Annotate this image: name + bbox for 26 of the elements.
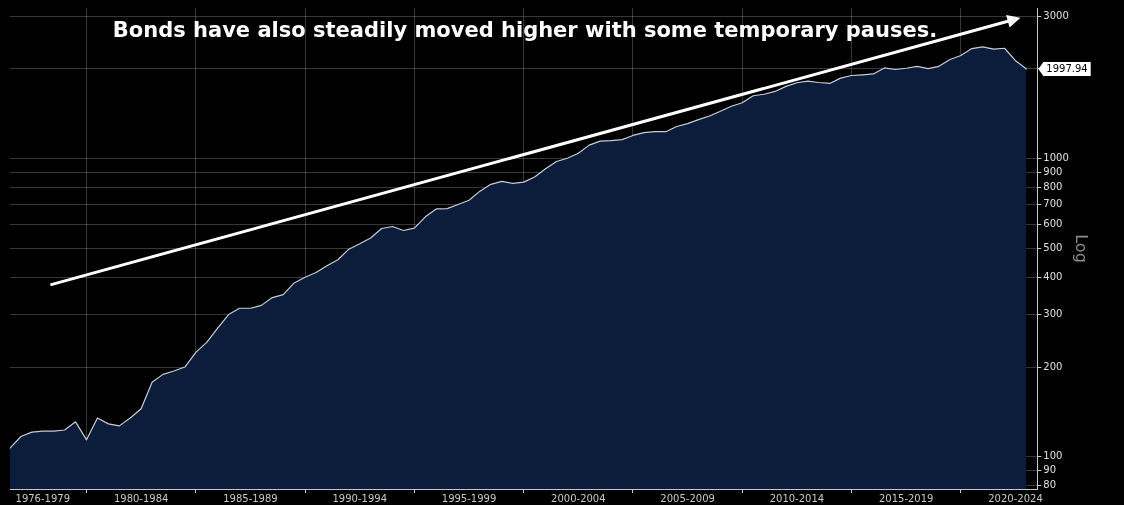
y-tick-label: 400	[1043, 270, 1063, 282]
x-tick-label: 1990-1994	[332, 492, 387, 504]
x-tick-label: 2015-2019	[878, 492, 934, 504]
y-axis-title: Log	[1072, 234, 1092, 263]
y-tick-label: 300	[1043, 308, 1063, 320]
x-tick-label: 1985-1989	[223, 492, 278, 504]
y-tick-label: 800	[1043, 181, 1063, 193]
y-tick-label: 100	[1043, 450, 1063, 462]
text: 1997.94	[1046, 62, 1088, 74]
x-tick-label: 1980-1984	[113, 492, 169, 504]
text: Bonds have also steadily moved higher with some temporary pauses.	[112, 18, 938, 43]
y-tick-label: 600	[1043, 218, 1063, 230]
y-tick-label: 90	[1043, 464, 1057, 476]
x-tick-label: 2020-2024	[988, 492, 1043, 504]
x-tick-label: 1976-1979	[15, 492, 71, 504]
x-tick-label: 1995-1999	[441, 492, 497, 504]
y-tick-label: 3000	[1043, 9, 1069, 21]
y-tick-label: 900	[1043, 165, 1063, 177]
x-tick-label: 2005-2009	[660, 492, 715, 504]
y-tick-label: 200	[1043, 360, 1063, 372]
y-tick-label: 80	[1043, 479, 1057, 491]
y-tick-label: 1000	[1043, 152, 1069, 164]
y-tick-label: 500	[1043, 241, 1063, 253]
x-tick-label: 2000-2004	[551, 492, 606, 504]
y-tick-label: 700	[1043, 198, 1063, 210]
x-tick-label: 2010-2014	[769, 492, 825, 504]
